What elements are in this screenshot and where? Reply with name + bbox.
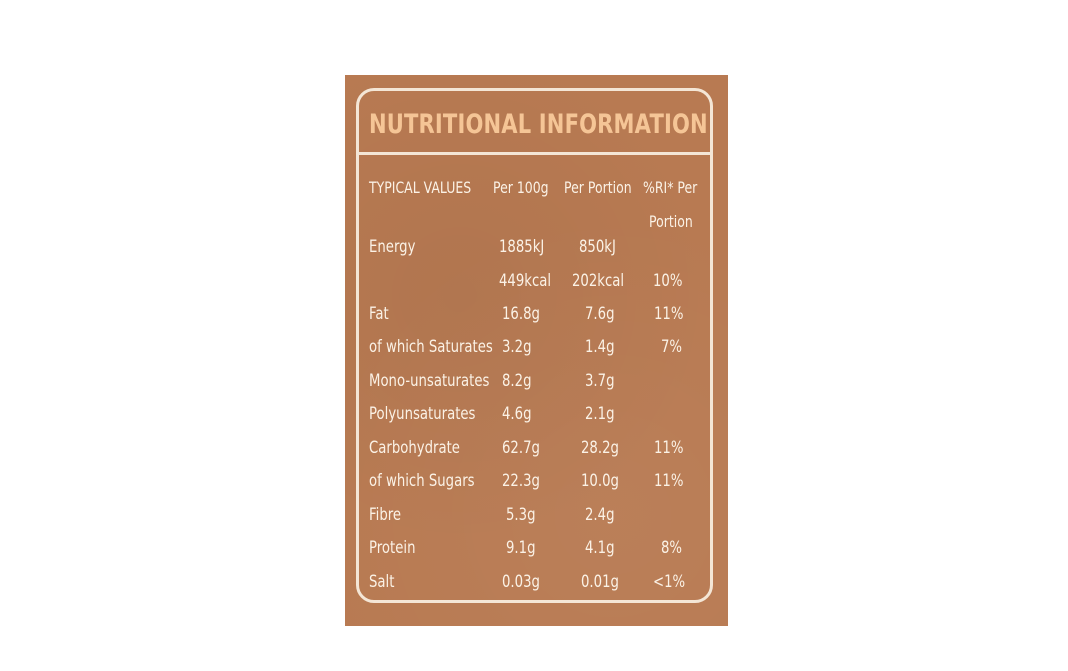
label-title: NUTRITIONAL INFORMATION <box>369 109 708 140</box>
row-energy-kcal-per100: 449kcal <box>499 271 552 291</box>
row-protein-portion: 4.1g <box>585 538 615 558</box>
row-mono-name: Mono-unsaturates <box>369 371 490 391</box>
row-poly-per100: 4.6g <box>502 404 532 424</box>
header-per-portion: Per Portion <box>564 178 632 197</box>
row-sugars-ri: 11% <box>654 471 684 491</box>
header-ri-line2: Portion <box>649 212 693 231</box>
row-salt-ri: <1% <box>653 572 686 592</box>
row-fat-portion: 7.6g <box>585 304 615 324</box>
header-typical-values: TYPICAL VALUES <box>369 178 472 197</box>
row-fat-per100: 16.8g <box>502 304 540 324</box>
row-saturates-portion: 1.4g <box>585 337 615 357</box>
row-sugars-portion: 10.0g <box>581 471 619 491</box>
row-carb-name: Carbohydrate <box>369 438 460 458</box>
row-sugars-name: of which Sugars <box>369 471 475 491</box>
row-salt-per100: 0.03g <box>502 572 540 592</box>
row-fibre-name: Fibre <box>369 505 402 525</box>
row-fibre-portion: 2.4g <box>585 505 615 525</box>
row-protein-per100: 9.1g <box>506 538 536 558</box>
row-sugars-per100: 22.3g <box>502 471 540 491</box>
header-per-100g: Per 100g <box>493 178 549 197</box>
row-mono-portion: 3.7g <box>585 371 615 391</box>
row-fat-ri: 11% <box>654 304 684 324</box>
row-salt-name: Salt <box>369 572 395 592</box>
row-energy-per100: 1885kJ <box>499 237 545 257</box>
title-band: NUTRITIONAL INFORMATION <box>359 91 710 155</box>
row-energy-portion: 850kJ <box>579 237 616 257</box>
row-fat-name: Fat <box>369 304 389 324</box>
row-salt-portion: 0.01g <box>581 572 619 592</box>
row-poly-name: Polyunsaturates <box>369 404 476 424</box>
row-energy-kcal-portion: 202kcal <box>572 271 625 291</box>
nutrition-label: NUTRITIONAL INFORMATION TYPICAL VALUES P… <box>345 75 728 626</box>
header-ri-line1: %RI* Per <box>643 178 698 197</box>
row-protein-name: Protein <box>369 538 416 558</box>
row-energy-name: Energy <box>369 237 416 257</box>
row-carb-ri: 11% <box>654 438 684 458</box>
row-carb-portion: 28.2g <box>581 438 619 458</box>
row-poly-portion: 2.1g <box>585 404 615 424</box>
row-protein-ri: 8% <box>661 538 683 558</box>
row-energy-kcal-ri: 10% <box>653 271 683 291</box>
row-saturates-name: of which Saturates <box>369 337 493 357</box>
row-carb-per100: 62.7g <box>502 438 540 458</box>
row-fibre-per100: 5.3g <box>506 505 536 525</box>
row-saturates-per100: 3.2g <box>502 337 532 357</box>
label-frame: NUTRITIONAL INFORMATION TYPICAL VALUES P… <box>356 88 713 603</box>
row-mono-per100: 8.2g <box>502 371 532 391</box>
row-saturates-ri: 7% <box>661 337 683 357</box>
